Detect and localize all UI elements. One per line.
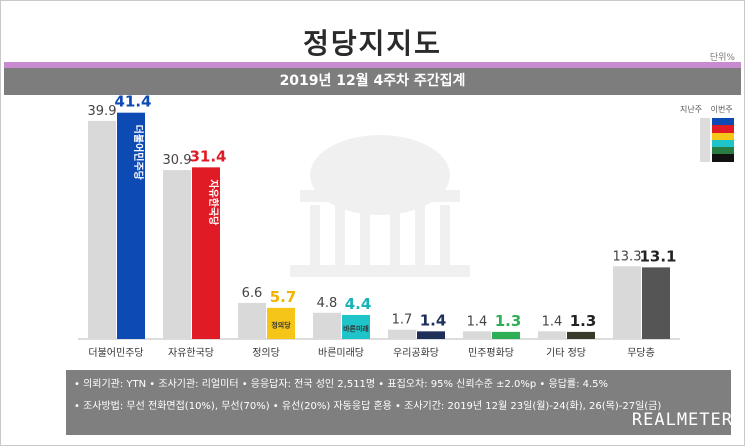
subtitle-bar: 2019년 12월 4주차 주간집계 [4,68,741,95]
legend-swatch-0 [712,118,734,126]
legend: 지난주 이번주 [680,104,739,115]
value-label-curr-2: 5.7 [270,288,297,306]
category-label-0: 더불어민주당 [88,347,143,359]
bar-prev-3 [313,312,341,339]
survey-info-footer: • 의뢰기관: YTN • 조사기관: 리얼미터 • 응응답자: 전국 성인 2… [66,370,731,435]
value-label-prev-5: 1.4 [467,314,488,329]
value-label-prev-2: 6.6 [242,286,263,301]
value-label-curr-7: 13.1 [639,247,676,265]
bar-curr-2 [267,307,295,339]
value-label-curr-5: 1.3 [495,312,522,330]
legend-curr-label: 이번주 [710,105,733,114]
bar-curr-7 [642,267,670,339]
value-label-curr-1: 31.4 [189,147,226,165]
category-label-4: 우리공화당 [393,347,439,359]
bar-chart: 39.941.4더불어민주당더불어민주당30.931.4자유한국당자유한국당6.… [78,93,680,359]
value-label-prev-4: 1.7 [392,313,413,328]
value-label-prev-0: 39.9 [88,104,117,119]
category-label-6: 기타 정당 [546,347,586,359]
title-divider [4,62,741,68]
category-label-3: 바른미래당 [318,347,364,359]
legend-swatch-3 [712,139,734,148]
party-logo-3: 바른미래 [343,324,369,333]
bar-curr-4 [417,331,445,339]
value-label-prev-6: 1.4 [542,314,563,329]
bar-prev-2 [238,302,266,339]
unit-label: 단위% [709,53,735,63]
bar-curr-6 [567,331,595,339]
footer-line-1: • 의뢰기관: YTN • 조사기관: 리얼미터 • 응응답자: 전국 성인 2… [74,379,609,390]
bar-prev-6 [538,331,566,339]
bar-curr-1 [192,167,220,339]
legend-prev-label: 지난주 [680,105,703,114]
bar-curr-3 [342,314,370,339]
bar-prev-1 [163,170,191,339]
category-label-7: 무당층 [627,347,655,359]
value-label-curr-3: 4.4 [345,295,372,313]
assembly-building-watermark [290,135,470,277]
bar-curr-5 [492,331,520,339]
category-label-1: 자유한국당 [168,347,214,359]
page-title: 정당지지도 [303,27,442,60]
bar-prev-0 [88,120,116,339]
value-label-curr-4: 1.4 [420,311,447,329]
legend-prev-swatch [700,118,710,162]
bar-curr-0 [117,112,145,340]
bar-prev-4 [388,329,416,339]
category-label-2: 정의당 [252,347,280,359]
footer-line-2: • 조사방법: 무선 전화면접(10%), 무선(70%) • 유선(20%) … [74,401,662,412]
value-label-prev-3: 4.8 [317,296,338,311]
value-label-curr-6: 1.3 [570,312,597,330]
party-logo-0: 더불어민주당 [132,125,145,181]
value-label-curr-0: 41.4 [114,93,151,111]
party-logo-1: 자유한국당 [207,179,220,226]
category-label-5: 민주평화당 [468,347,514,359]
legend-swatch-5 [712,154,734,162]
legend-curr-swatches [712,118,734,162]
bar-prev-5 [463,331,491,339]
legend-swatch-4 [712,147,734,155]
value-label-prev-1: 30.9 [163,153,192,168]
legend-swatch-2 [712,132,734,140]
value-label-prev-7: 13.3 [613,249,642,264]
bar-prev-7 [613,266,641,339]
brand-logo: REALMETER [631,410,733,430]
party-logo-2: 정의당 [271,320,291,329]
legend-swatch-1 [712,125,734,133]
